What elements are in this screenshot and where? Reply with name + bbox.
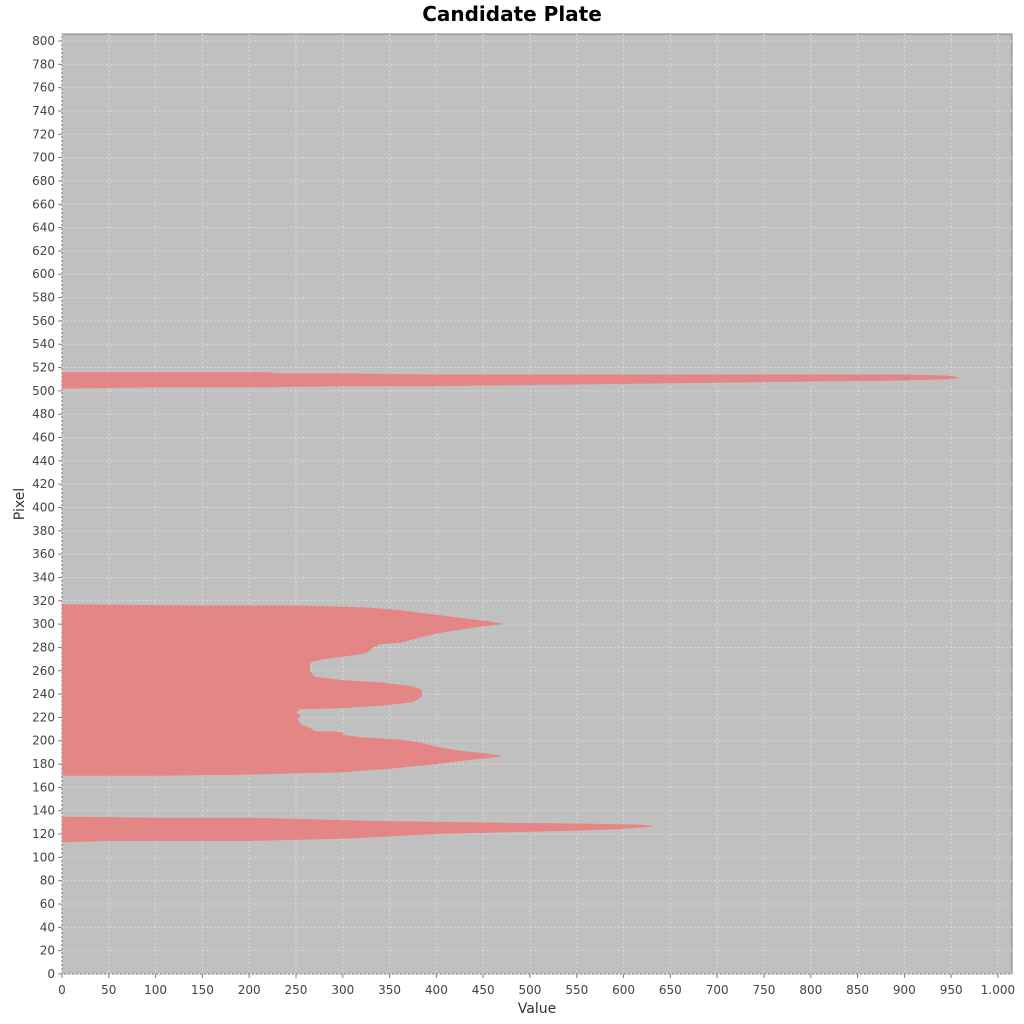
x-tick-label: 500: [519, 983, 542, 997]
y-tick-label: 620: [32, 244, 55, 258]
y-tick-label: 600: [32, 267, 55, 281]
y-tick-label: 320: [32, 594, 55, 608]
y-tick-label: 260: [32, 664, 55, 678]
y-tick-label: 660: [32, 197, 55, 211]
x-tick-label: 400: [425, 983, 448, 997]
y-tick-label: 240: [32, 687, 55, 701]
y-tick-label: 400: [32, 500, 55, 514]
x-axis: 0 50 100 150 200 250 300 350 400 450 500 550 600 650 7…: [58, 974, 1015, 997]
y-tick-label: 700: [32, 151, 55, 165]
x-tick-label: 450: [472, 983, 495, 997]
y-tick-label: 440: [32, 454, 55, 468]
y-axis-label: Pixel: [12, 488, 28, 520]
x-tick-label: 700: [706, 983, 729, 997]
y-tick-label: 120: [32, 827, 55, 841]
y-tick-label: 40: [40, 920, 55, 934]
y-tick-label: 280: [32, 640, 55, 654]
x-tick-label: 650: [659, 983, 682, 997]
y-tick-label: 520: [32, 361, 55, 375]
y-tick-label: 780: [32, 57, 55, 71]
chart-title: Candidate Plate: [422, 2, 602, 26]
y-tick-label: 680: [32, 174, 55, 188]
y-tick-label: 640: [32, 221, 55, 235]
y-tick-label: 100: [32, 850, 55, 864]
x-tick-label: 1.000: [981, 983, 1015, 997]
x-tick-label: 250: [285, 983, 308, 997]
x-tick-label: 150: [191, 983, 214, 997]
y-tick-label: 0: [47, 967, 55, 981]
y-tick-label: 220: [32, 710, 55, 724]
y-tick-label: 160: [32, 780, 55, 794]
x-tick-label: 350: [378, 983, 401, 997]
x-tick-label: 50: [101, 983, 116, 997]
y-tick-label: 480: [32, 407, 55, 421]
series-layer: [62, 372, 961, 843]
y-tick-label: 200: [32, 734, 55, 748]
y-tick-label: 340: [32, 570, 55, 584]
x-axis-label: Value: [518, 1001, 556, 1017]
y-tick-label: 60: [40, 897, 55, 911]
y-tick-label: 460: [32, 431, 55, 445]
y-tick-label: 740: [32, 104, 55, 118]
y-tick-label: 300: [32, 617, 55, 631]
x-tick-label: 0: [58, 983, 66, 997]
x-tick-label: 300: [331, 983, 354, 997]
x-tick-label: 550: [565, 983, 588, 997]
x-tick-label: 850: [846, 983, 869, 997]
x-tick-label: 950: [940, 983, 963, 997]
x-tick-label: 900: [893, 983, 916, 997]
y-tick-label: 380: [32, 524, 55, 538]
x-tick-label: 100: [144, 983, 167, 997]
y-tick-label: 80: [40, 874, 55, 888]
plot-area: [61, 33, 1013, 975]
y-tick-label: 760: [32, 81, 55, 95]
y-tick-label: 720: [32, 127, 55, 141]
y-tick-label: 140: [32, 804, 55, 818]
y-tick-label: 420: [32, 477, 55, 491]
y-tick-label: 20: [40, 944, 55, 958]
y-tick-label: 180: [32, 757, 55, 771]
area-band-2: [62, 604, 505, 776]
y-tick-label: 500: [32, 384, 55, 398]
y-tick-label: 360: [32, 547, 55, 561]
y-axis: 0 20 40 60 80 100 120 140 160 180 200 220 240 260 280 3…: [32, 34, 62, 981]
x-tick-label: 750: [753, 983, 776, 997]
x-tick-label: 800: [799, 983, 822, 997]
y-tick-label: 800: [32, 34, 55, 48]
area-band-1: [62, 816, 654, 843]
y-tick-label: 560: [32, 314, 55, 328]
y-tick-label: 580: [32, 291, 55, 305]
x-tick-label: 600: [612, 983, 635, 997]
x-tick-label: 200: [238, 983, 261, 997]
y-tick-label: 540: [32, 337, 55, 351]
area-band-3: [62, 372, 961, 389]
grid: [61, 34, 1012, 975]
